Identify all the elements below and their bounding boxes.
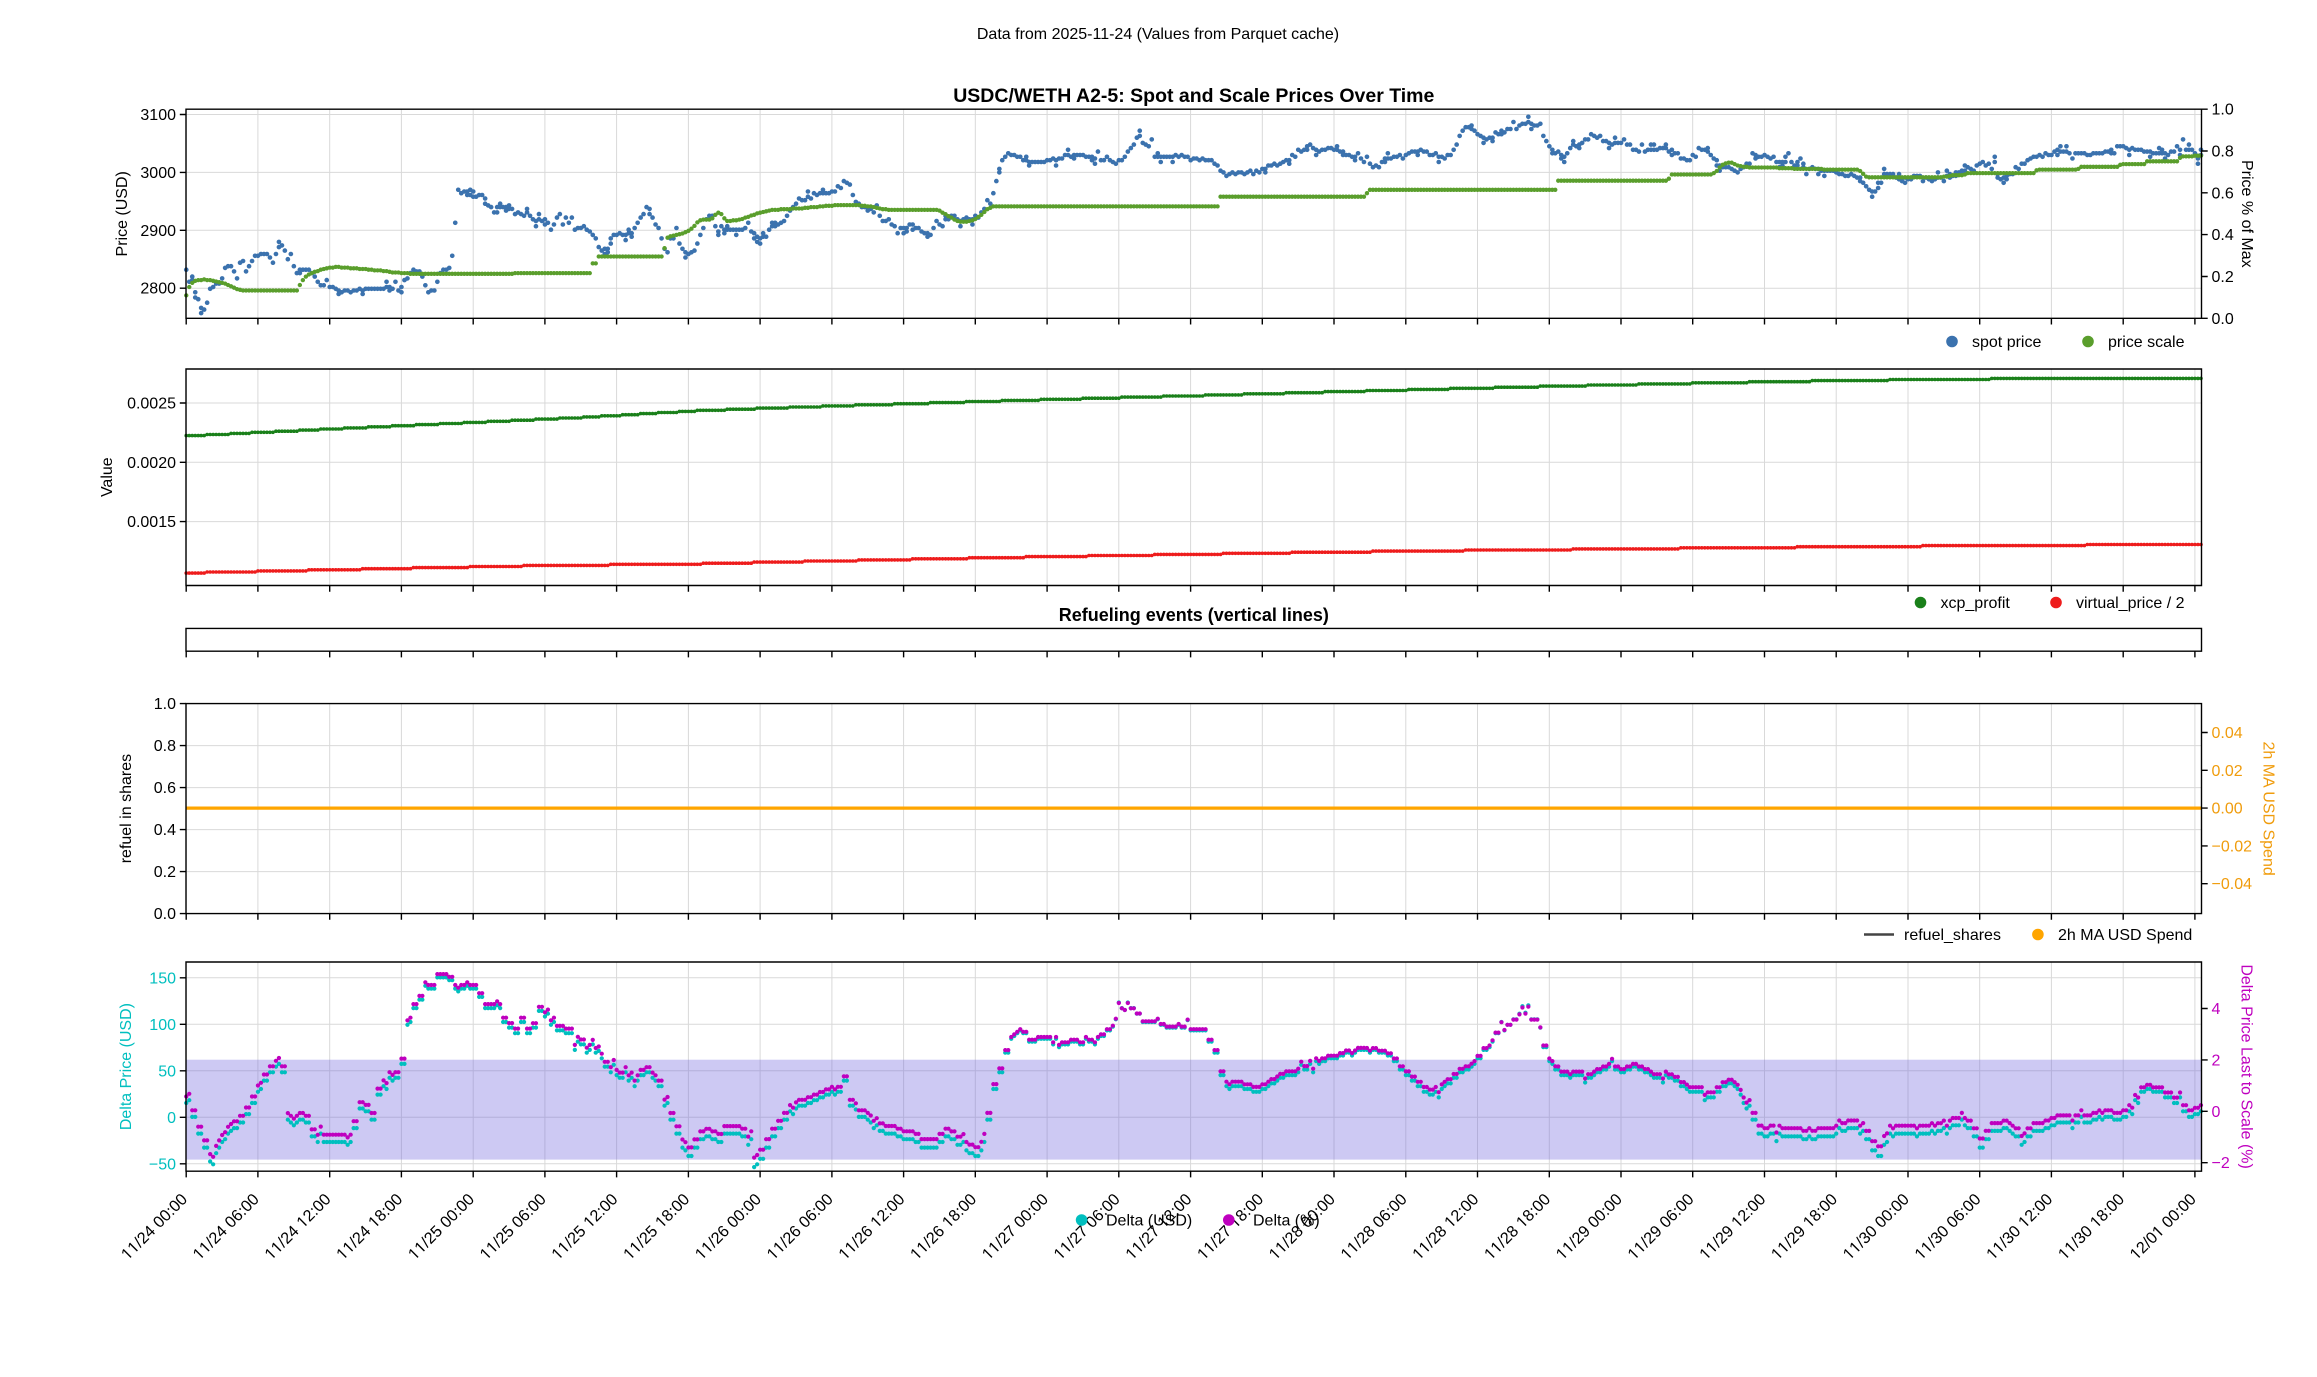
svg-text:Refueling events (vertical lin: Refueling events (vertical lines) bbox=[1059, 605, 1329, 625]
svg-text:0.00: 0.00 bbox=[2212, 801, 2243, 818]
svg-text:−0.02: −0.02 bbox=[2212, 838, 2253, 855]
svg-text:150: 150 bbox=[149, 970, 176, 987]
svg-text:1.0: 1.0 bbox=[2212, 102, 2234, 119]
svg-text:−0.04: −0.04 bbox=[2212, 876, 2253, 893]
svg-text:−50: −50 bbox=[149, 1156, 176, 1173]
svg-text:2h MA USD Spend: 2h MA USD Spend bbox=[2058, 927, 2192, 944]
svg-text:1.0: 1.0 bbox=[154, 696, 176, 713]
svg-text:0.0025: 0.0025 bbox=[127, 396, 176, 413]
svg-text:refuel in shares: refuel in shares bbox=[118, 754, 135, 863]
svg-text:0: 0 bbox=[2212, 1104, 2221, 1121]
svg-text:2: 2 bbox=[2212, 1052, 2221, 1069]
svg-text:50: 50 bbox=[158, 1063, 176, 1080]
svg-text:spot price: spot price bbox=[1972, 334, 2041, 351]
svg-text:0.4: 0.4 bbox=[154, 822, 176, 839]
svg-text:Price % of Max: Price % of Max bbox=[2238, 160, 2255, 268]
svg-text:Delta Price (USD): Delta Price (USD) bbox=[118, 1003, 135, 1130]
svg-text:xcp_profit: xcp_profit bbox=[1941, 595, 2011, 612]
svg-text:0.0: 0.0 bbox=[154, 906, 176, 923]
svg-text:2h MA USD Spend: 2h MA USD Spend bbox=[2259, 741, 2276, 875]
svg-text:0.0020: 0.0020 bbox=[127, 455, 176, 472]
svg-text:0.2: 0.2 bbox=[2212, 269, 2234, 286]
svg-text:100: 100 bbox=[149, 1017, 176, 1034]
svg-text:0.02: 0.02 bbox=[2212, 763, 2243, 780]
svg-text:0.0015: 0.0015 bbox=[127, 514, 176, 531]
svg-text:Delta (USD): Delta (USD) bbox=[1106, 1213, 1192, 1230]
svg-text:2900: 2900 bbox=[140, 223, 176, 240]
svg-text:0.6: 0.6 bbox=[154, 780, 176, 797]
svg-text:Data from 2025-11-24 (Values f: Data from 2025-11-24 (Values from Parque… bbox=[977, 26, 1339, 43]
svg-text:0.8: 0.8 bbox=[154, 738, 176, 755]
svg-text:−2: −2 bbox=[2212, 1155, 2230, 1172]
svg-text:0.8: 0.8 bbox=[2212, 144, 2234, 161]
svg-text:Delta (%): Delta (%) bbox=[1253, 1213, 1320, 1230]
svg-text:0.6: 0.6 bbox=[2212, 185, 2234, 202]
svg-text:3000: 3000 bbox=[140, 165, 176, 182]
svg-text:0.0: 0.0 bbox=[2212, 311, 2234, 328]
svg-text:price scale: price scale bbox=[2108, 334, 2185, 351]
svg-text:Price (USD): Price (USD) bbox=[114, 171, 131, 256]
svg-text:USDC/WETH A2-5: Spot and Scale: USDC/WETH A2-5: Spot and Scale Prices Ov… bbox=[953, 85, 1434, 107]
svg-text:3100: 3100 bbox=[140, 107, 176, 124]
svg-text:refuel_shares: refuel_shares bbox=[1904, 927, 2001, 944]
svg-text:0.4: 0.4 bbox=[2212, 227, 2234, 244]
svg-text:0.2: 0.2 bbox=[154, 864, 176, 881]
svg-text:Value: Value bbox=[99, 457, 116, 497]
svg-text:2800: 2800 bbox=[140, 281, 176, 298]
svg-text:virtual_price / 2: virtual_price / 2 bbox=[2076, 595, 2185, 612]
svg-text:0.04: 0.04 bbox=[2212, 725, 2243, 742]
svg-text:4: 4 bbox=[2212, 1001, 2221, 1018]
svg-text:Delta Price Last to Scale (%): Delta Price Last to Scale (%) bbox=[2238, 964, 2255, 1169]
svg-text:0: 0 bbox=[167, 1110, 176, 1127]
